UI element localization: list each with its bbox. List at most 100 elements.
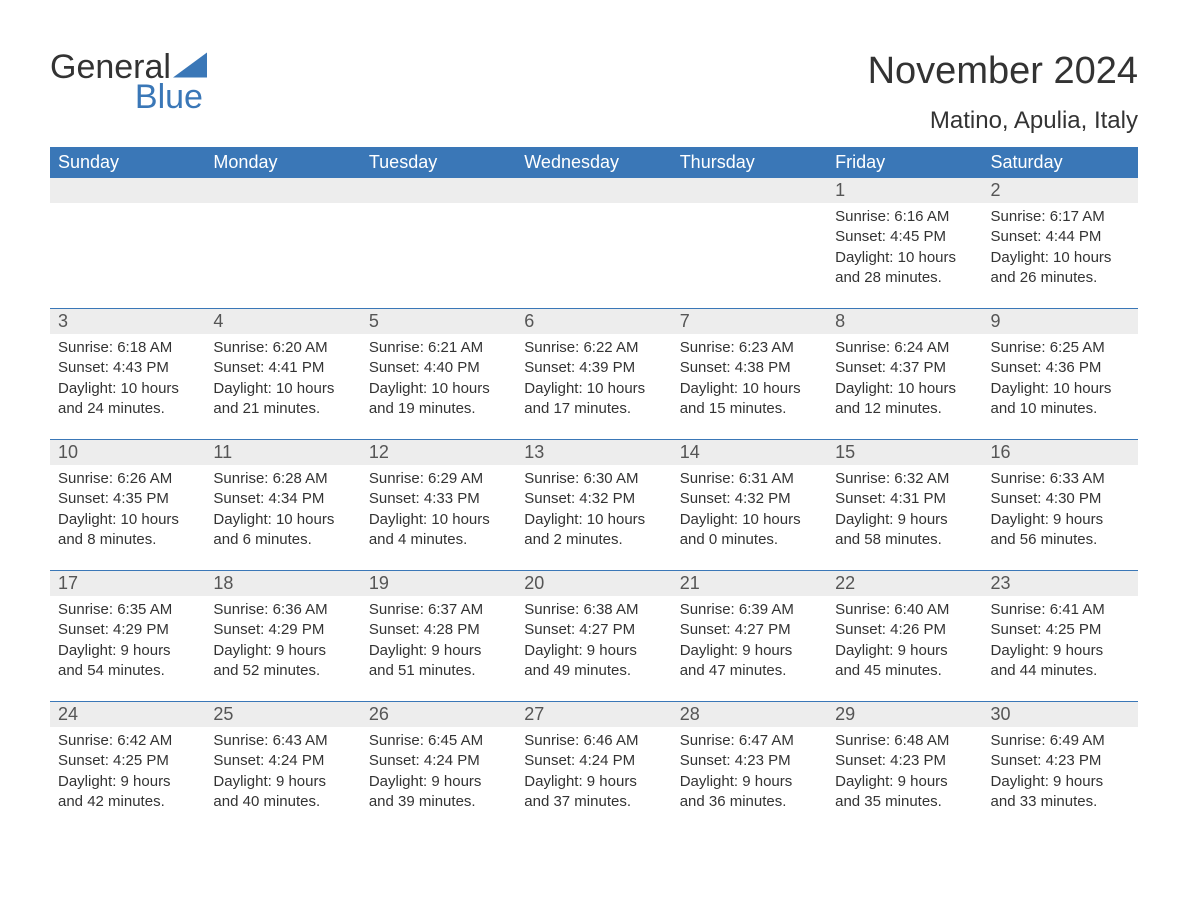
sunset-line: Sunset: 4:29 PM bbox=[58, 620, 197, 640]
day-number: 2 bbox=[983, 178, 1138, 203]
calendar-day-cell: 10Sunrise: 6:26 AMSunset: 4:35 PMDayligh… bbox=[50, 440, 205, 571]
sunrise-line: Sunrise: 6:21 AM bbox=[369, 338, 508, 358]
day-details: Sunrise: 6:31 AMSunset: 4:32 PMDaylight:… bbox=[672, 465, 827, 550]
sunset-line: Sunset: 4:25 PM bbox=[58, 751, 197, 771]
calendar-empty-cell bbox=[361, 178, 516, 309]
calendar-empty-cell bbox=[672, 178, 827, 309]
daylight-line: Daylight: 10 hours and 15 minutes. bbox=[680, 379, 819, 420]
day-number: 23 bbox=[983, 571, 1138, 596]
day-number-empty bbox=[516, 178, 671, 203]
sunrise-line: Sunrise: 6:26 AM bbox=[58, 469, 197, 489]
day-details: Sunrise: 6:23 AMSunset: 4:38 PMDaylight:… bbox=[672, 334, 827, 419]
calendar-day-cell: 30Sunrise: 6:49 AMSunset: 4:23 PMDayligh… bbox=[983, 702, 1138, 833]
daylight-line: Daylight: 10 hours and 26 minutes. bbox=[991, 248, 1130, 289]
day-number: 8 bbox=[827, 309, 982, 334]
sunset-line: Sunset: 4:28 PM bbox=[369, 620, 508, 640]
day-number: 22 bbox=[827, 571, 982, 596]
daylight-line: Daylight: 10 hours and 17 minutes. bbox=[524, 379, 663, 420]
sunrise-line: Sunrise: 6:49 AM bbox=[991, 731, 1130, 751]
daylight-line: Daylight: 9 hours and 37 minutes. bbox=[524, 772, 663, 813]
sunset-line: Sunset: 4:38 PM bbox=[680, 358, 819, 378]
brand-text: General Blue bbox=[50, 50, 207, 114]
day-number: 30 bbox=[983, 702, 1138, 727]
sunset-line: Sunset: 4:43 PM bbox=[58, 358, 197, 378]
weekday-header: Friday bbox=[827, 147, 982, 178]
day-number: 11 bbox=[205, 440, 360, 465]
sunrise-line: Sunrise: 6:46 AM bbox=[524, 731, 663, 751]
calendar-week-row: 10Sunrise: 6:26 AMSunset: 4:35 PMDayligh… bbox=[50, 440, 1138, 571]
calendar-page: General Blue November 2024 Matino, Apuli… bbox=[0, 0, 1188, 872]
daylight-line: Daylight: 9 hours and 42 minutes. bbox=[58, 772, 197, 813]
weekday-header: Sunday bbox=[50, 147, 205, 178]
day-details: Sunrise: 6:37 AMSunset: 4:28 PMDaylight:… bbox=[361, 596, 516, 681]
calendar-day-cell: 11Sunrise: 6:28 AMSunset: 4:34 PMDayligh… bbox=[205, 440, 360, 571]
day-details: Sunrise: 6:43 AMSunset: 4:24 PMDaylight:… bbox=[205, 727, 360, 812]
calendar-day-cell: 16Sunrise: 6:33 AMSunset: 4:30 PMDayligh… bbox=[983, 440, 1138, 571]
day-details: Sunrise: 6:16 AMSunset: 4:45 PMDaylight:… bbox=[827, 203, 982, 288]
daylight-line: Daylight: 10 hours and 28 minutes. bbox=[835, 248, 974, 289]
day-number-empty bbox=[361, 178, 516, 203]
sunrise-line: Sunrise: 6:40 AM bbox=[835, 600, 974, 620]
sunrise-line: Sunrise: 6:43 AM bbox=[213, 731, 352, 751]
day-number: 21 bbox=[672, 571, 827, 596]
day-number: 17 bbox=[50, 571, 205, 596]
calendar-table: Sunday Monday Tuesday Wednesday Thursday… bbox=[50, 147, 1138, 832]
day-details: Sunrise: 6:49 AMSunset: 4:23 PMDaylight:… bbox=[983, 727, 1138, 812]
day-details: Sunrise: 6:45 AMSunset: 4:24 PMDaylight:… bbox=[361, 727, 516, 812]
sunrise-line: Sunrise: 6:42 AM bbox=[58, 731, 197, 751]
calendar-day-cell: 13Sunrise: 6:30 AMSunset: 4:32 PMDayligh… bbox=[516, 440, 671, 571]
day-details: Sunrise: 6:41 AMSunset: 4:25 PMDaylight:… bbox=[983, 596, 1138, 681]
sunset-line: Sunset: 4:37 PM bbox=[835, 358, 974, 378]
daylight-line: Daylight: 9 hours and 47 minutes. bbox=[680, 641, 819, 682]
sunrise-line: Sunrise: 6:29 AM bbox=[369, 469, 508, 489]
day-number: 7 bbox=[672, 309, 827, 334]
day-details: Sunrise: 6:22 AMSunset: 4:39 PMDaylight:… bbox=[516, 334, 671, 419]
daylight-line: Daylight: 10 hours and 24 minutes. bbox=[58, 379, 197, 420]
daylight-line: Daylight: 10 hours and 12 minutes. bbox=[835, 379, 974, 420]
day-number: 20 bbox=[516, 571, 671, 596]
day-number: 18 bbox=[205, 571, 360, 596]
daylight-line: Daylight: 9 hours and 33 minutes. bbox=[991, 772, 1130, 813]
sunset-line: Sunset: 4:36 PM bbox=[991, 358, 1130, 378]
title-block: November 2024 Matino, Apulia, Italy bbox=[868, 50, 1138, 141]
weekday-header: Thursday bbox=[672, 147, 827, 178]
sunrise-line: Sunrise: 6:24 AM bbox=[835, 338, 974, 358]
daylight-line: Daylight: 9 hours and 40 minutes. bbox=[213, 772, 352, 813]
sunset-line: Sunset: 4:23 PM bbox=[835, 751, 974, 771]
calendar-day-cell: 23Sunrise: 6:41 AMSunset: 4:25 PMDayligh… bbox=[983, 571, 1138, 702]
calendar-day-cell: 20Sunrise: 6:38 AMSunset: 4:27 PMDayligh… bbox=[516, 571, 671, 702]
calendar-day-cell: 12Sunrise: 6:29 AMSunset: 4:33 PMDayligh… bbox=[361, 440, 516, 571]
sunrise-line: Sunrise: 6:36 AM bbox=[213, 600, 352, 620]
sunrise-line: Sunrise: 6:28 AM bbox=[213, 469, 352, 489]
daylight-line: Daylight: 9 hours and 49 minutes. bbox=[524, 641, 663, 682]
sunrise-line: Sunrise: 6:20 AM bbox=[213, 338, 352, 358]
day-number: 15 bbox=[827, 440, 982, 465]
calendar-day-cell: 8 Sunrise: 6:24 AMSunset: 4:37 PMDaylight… bbox=[827, 309, 982, 440]
daylight-line: Daylight: 9 hours and 56 minutes. bbox=[991, 510, 1130, 551]
calendar-day-cell: 7Sunrise: 6:23 AMSunset: 4:38 PMDaylight… bbox=[672, 309, 827, 440]
day-details: Sunrise: 6:42 AMSunset: 4:25 PMDaylight:… bbox=[50, 727, 205, 812]
day-details: Sunrise: 6:39 AMSunset: 4:27 PMDaylight:… bbox=[672, 596, 827, 681]
calendar-day-cell: 21Sunrise: 6:39 AMSunset: 4:27 PMDayligh… bbox=[672, 571, 827, 702]
sunrise-line: Sunrise: 6:41 AM bbox=[991, 600, 1130, 620]
sunrise-line: Sunrise: 6:35 AM bbox=[58, 600, 197, 620]
daylight-line: Daylight: 10 hours and 21 minutes. bbox=[213, 379, 352, 420]
sunrise-line: Sunrise: 6:25 AM bbox=[991, 338, 1130, 358]
day-details: Sunrise: 6:48 AMSunset: 4:23 PMDaylight:… bbox=[827, 727, 982, 812]
day-number: 5 bbox=[361, 309, 516, 334]
calendar-day-cell: 22Sunrise: 6:40 AMSunset: 4:26 PMDayligh… bbox=[827, 571, 982, 702]
sunset-line: Sunset: 4:29 PM bbox=[213, 620, 352, 640]
sunrise-line: Sunrise: 6:48 AM bbox=[835, 731, 974, 751]
weekday-header: Wednesday bbox=[516, 147, 671, 178]
day-number: 13 bbox=[516, 440, 671, 465]
day-number: 9 bbox=[983, 309, 1138, 334]
daylight-line: Daylight: 10 hours and 4 minutes. bbox=[369, 510, 508, 551]
calendar-day-cell: 14Sunrise: 6:31 AMSunset: 4:32 PMDayligh… bbox=[672, 440, 827, 571]
day-details: Sunrise: 6:35 AMSunset: 4:29 PMDaylight:… bbox=[50, 596, 205, 681]
sunset-line: Sunset: 4:27 PM bbox=[524, 620, 663, 640]
day-number: 24 bbox=[50, 702, 205, 727]
day-number: 28 bbox=[672, 702, 827, 727]
day-details: Sunrise: 6:21 AMSunset: 4:40 PMDaylight:… bbox=[361, 334, 516, 419]
calendar-day-cell: 26Sunrise: 6:45 AMSunset: 4:24 PMDayligh… bbox=[361, 702, 516, 833]
location-label: Matino, Apulia, Italy bbox=[868, 107, 1138, 135]
